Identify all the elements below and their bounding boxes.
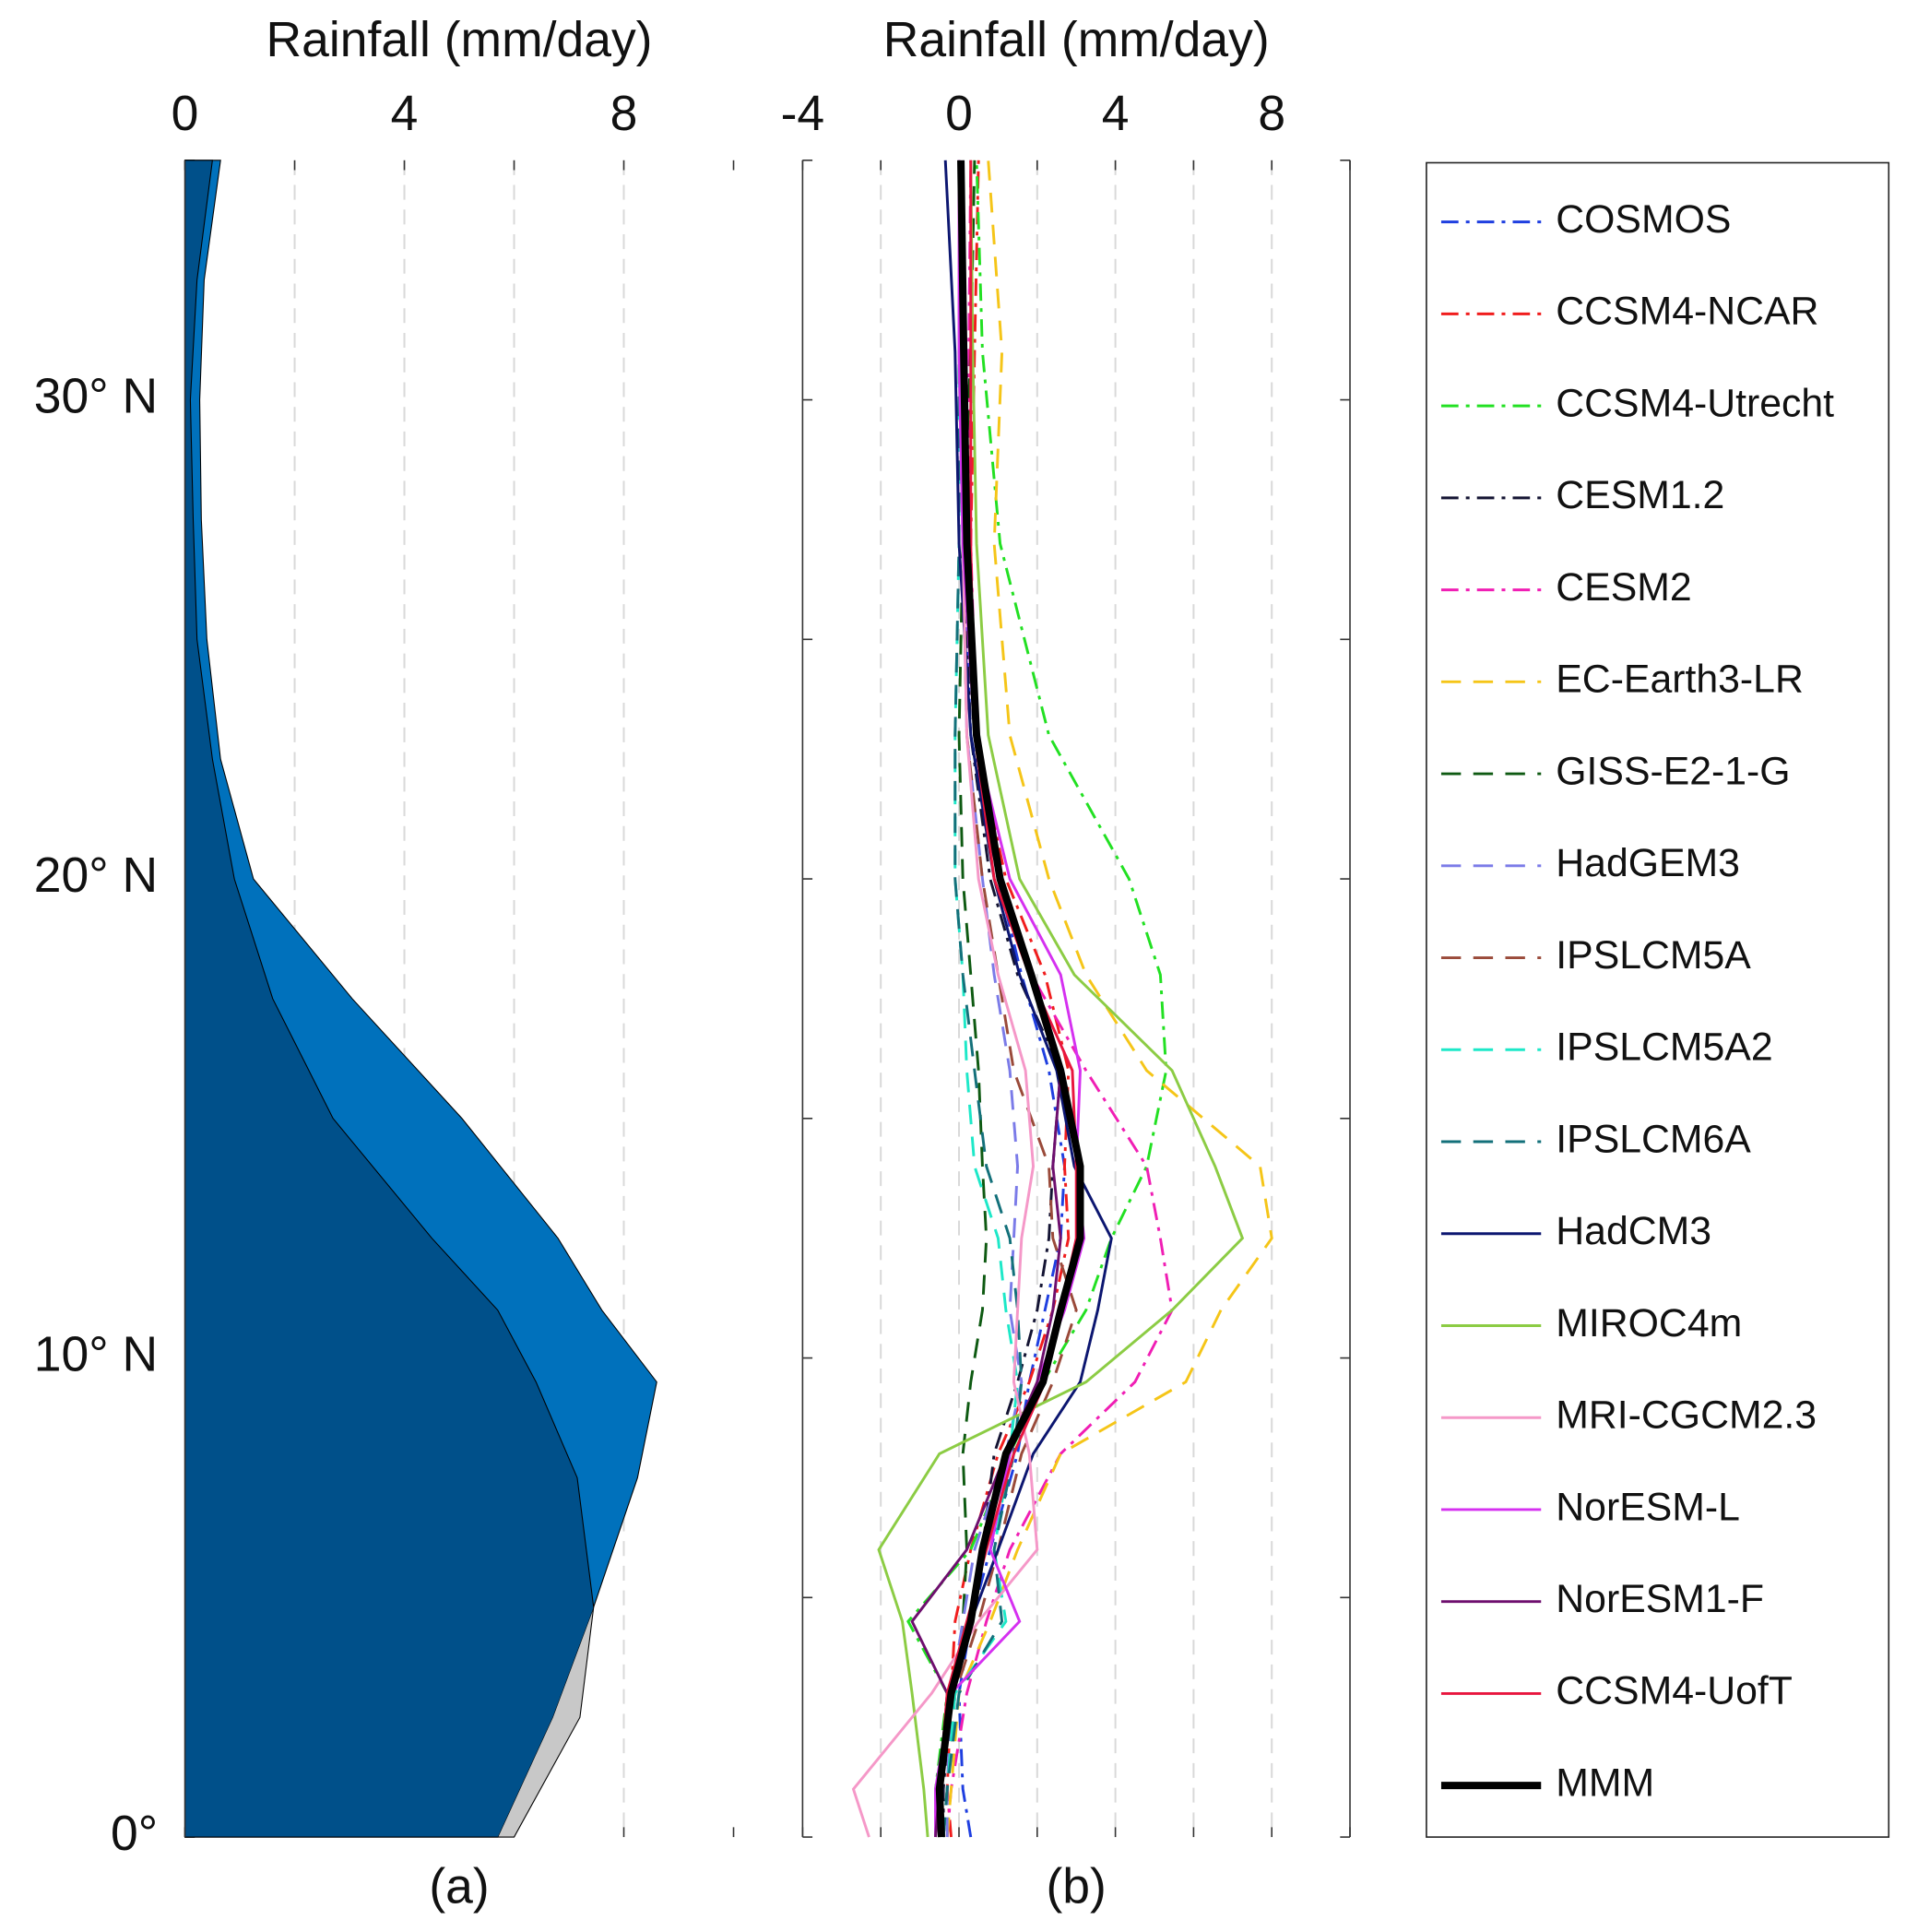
x-tick-label: 4 [391, 87, 419, 141]
area [184, 160, 595, 1838]
series-line [941, 160, 1024, 1838]
legend-label: CESM1.2 [1556, 473, 1724, 517]
legend-label: CCSM4-NCAR [1556, 290, 1818, 334]
legend-label: HadCM3 [1556, 1209, 1711, 1253]
series-line [935, 160, 1084, 1838]
x-tick-label: -4 [781, 87, 825, 141]
y-tick-label: 30° N [34, 370, 158, 424]
legend-label: MIROC4m [1556, 1301, 1742, 1345]
panel-label: (a) [429, 1860, 489, 1914]
legend-label: IPSLCM5A2 [1556, 1025, 1772, 1070]
x-tick-label: 8 [610, 87, 638, 141]
legend-label: IPSLCM5A [1556, 933, 1751, 978]
legend-label: NorESM-L [1556, 1485, 1740, 1529]
legend-label: COSMOS [1556, 197, 1731, 242]
x-tick-label: 4 [1102, 87, 1130, 141]
legend-label: CCSM4-UofT [1556, 1669, 1793, 1713]
x-tick-label: 0 [172, 87, 199, 141]
legend-label: NorESM1-F [1556, 1577, 1764, 1621]
legend-label: HadGEM3 [1556, 841, 1740, 885]
y-tick-label: 0° [111, 1807, 158, 1861]
x-tick-label: 0 [945, 87, 973, 141]
series-line [945, 160, 1273, 1838]
panel-label: (b) [1047, 1860, 1107, 1914]
legend-label: MMM [1556, 1760, 1654, 1805]
legend-label: IPSLCM6A [1556, 1117, 1751, 1161]
legend-label: MRI-CGCM2.3 [1556, 1393, 1817, 1438]
y-tick-label: 10° N [34, 1328, 158, 1382]
legend-label: EC-Earth3-LR [1556, 658, 1804, 702]
x-axis-title: Rainfall (mm/day) [883, 13, 1270, 67]
series-line [877, 160, 1245, 1838]
series-line [945, 160, 1071, 1838]
x-tick-label: 8 [1258, 87, 1285, 141]
y-tick-label: 20° N [34, 848, 158, 903]
legend-label: CESM2 [1556, 565, 1691, 610]
legend-label: CCSM4-Utrecht [1556, 381, 1834, 425]
x-axis-title: Rainfall (mm/day) [266, 13, 653, 67]
legend-box [1426, 161, 1890, 1838]
legend-label: GISS-E2-1-G [1556, 749, 1790, 793]
